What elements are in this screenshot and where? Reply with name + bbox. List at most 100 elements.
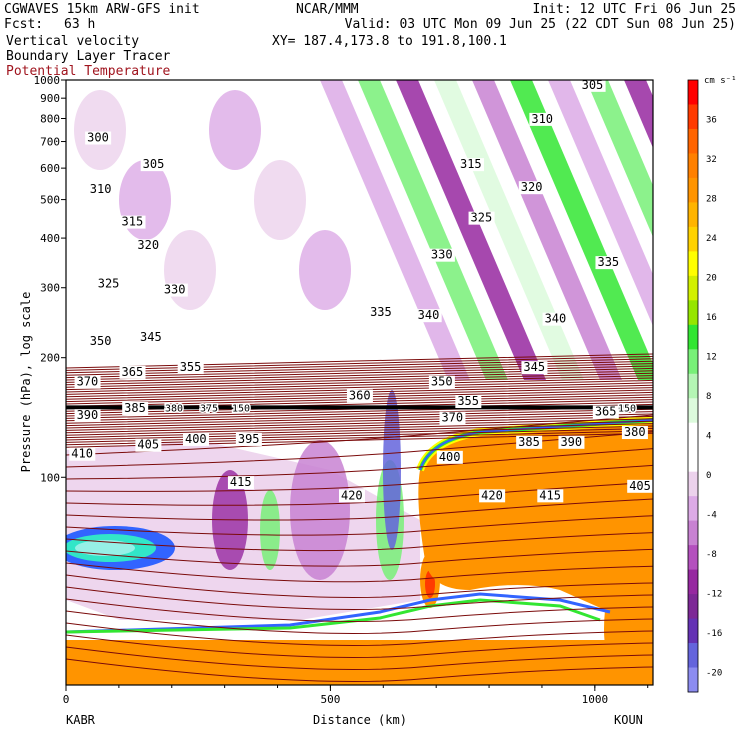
wave-band: [396, 80, 546, 380]
theta-contour: [66, 353, 653, 369]
wave-band: [358, 80, 508, 380]
x-tick-label: 0: [63, 693, 70, 706]
y-tick-label: 1000: [34, 74, 61, 87]
colorbar-label: 36: [706, 115, 717, 125]
theta-label-bg: [95, 277, 122, 291]
theta-label-bg: [455, 395, 482, 409]
theta-label: 380: [624, 425, 646, 439]
endpoint-left: KABR: [66, 713, 96, 727]
theta-label: 415: [539, 488, 561, 502]
theta-label: 400: [439, 450, 461, 464]
theta-label-bg: [457, 158, 484, 172]
colorbar-label: 32: [706, 155, 717, 165]
theta-label-bg: [227, 476, 254, 490]
theta-contour: [66, 408, 653, 424]
theta-contour: [66, 622, 653, 646]
theta-label-bg: [368, 305, 395, 319]
colorbar-swatch: [688, 594, 698, 620]
theta-label-bg: [595, 256, 622, 270]
theta-label: 370: [77, 375, 99, 389]
theta-contour: [66, 370, 653, 386]
theta-label: 365: [595, 405, 617, 419]
theta-contour: [66, 423, 653, 439]
wave-cell: [254, 160, 306, 240]
theta-contour: [66, 377, 653, 393]
downdraft-cell: [290, 440, 350, 580]
theta-contour: [66, 360, 653, 376]
theta-label-bg: [415, 309, 442, 323]
tropopause-label-halo: 150: [618, 403, 636, 414]
theta-label: 400: [185, 432, 207, 446]
theta-label-bg: [161, 283, 188, 297]
colorbar-label: -20: [706, 668, 722, 678]
colorbar-label: 0: [706, 471, 711, 481]
theta-contour: [66, 418, 653, 434]
colorbar-swatch: [688, 667, 698, 693]
theta-label-bg: [235, 432, 262, 446]
theta-label: 310: [531, 112, 553, 126]
colorbar-label: 8: [706, 392, 711, 402]
theta-label: 390: [77, 408, 99, 422]
theta-label-bg: [542, 312, 569, 326]
colorbar-label: -4: [706, 510, 717, 520]
theta-label-bg: [428, 375, 455, 389]
theta-contour: [66, 391, 653, 407]
wave-band: [434, 80, 584, 380]
theta-label: 365: [122, 365, 144, 379]
tropopause-label: 150: [232, 403, 250, 414]
colorbar-swatch: [688, 545, 698, 571]
theta-label-bg: [521, 361, 548, 375]
colorbar-swatch: [688, 496, 698, 522]
theta-label-bg: [627, 479, 654, 493]
x-axis-title: Distance (km): [313, 713, 407, 727]
tropopause-label-halo: 380: [165, 403, 183, 414]
theta-label-bg: [479, 489, 506, 503]
colorbar-swatch: [688, 618, 698, 644]
theta-label-bg: [516, 435, 543, 449]
theta-label-bg: [621, 426, 648, 440]
theta-label-bg: [119, 365, 146, 379]
theta-label-bg: [135, 438, 162, 452]
colorbar-label: 12: [706, 352, 717, 362]
updraft-core: [425, 570, 435, 598]
theta-label: 405: [629, 479, 651, 493]
theta-contour: [66, 382, 653, 398]
theta-contour: [66, 634, 653, 658]
y-tick-label: 300: [40, 282, 60, 295]
theta-contour: [66, 358, 653, 374]
theta-contour: [66, 379, 653, 395]
wave-band: [472, 80, 622, 380]
theta-label: 420: [341, 488, 363, 502]
colorbar-swatch: [688, 226, 698, 252]
theta-label: 315: [460, 157, 482, 171]
theta-label-bg: [87, 335, 114, 349]
tropopause-label-halo: 375: [200, 403, 218, 414]
y-tick-label: 500: [40, 194, 60, 207]
theta-label: 335: [597, 255, 619, 269]
theta-label: 350: [90, 334, 112, 348]
wave-cell: [164, 230, 216, 310]
theta-label: 305: [582, 78, 604, 92]
theta-contour: [66, 498, 653, 521]
colorbar-label: 24: [706, 234, 717, 244]
cross-section-endpoints: XY= 187.4,173.8 to 191.8,100.1: [272, 34, 507, 49]
theta-contour: [66, 610, 653, 634]
colorbar-swatch: [688, 202, 698, 228]
theta-contour: [66, 548, 653, 567]
theta-label-bg: [74, 375, 101, 389]
theta-contour: [66, 532, 653, 552]
theta-contour: [66, 574, 653, 598]
tracer-surface: [66, 640, 653, 685]
colorbar-label: 4: [706, 431, 711, 441]
theta-label: 390: [560, 435, 582, 449]
colorbar-label: -12: [706, 589, 722, 599]
theta-contour: [66, 372, 653, 388]
y-tick-label: 200: [40, 352, 60, 365]
center-label: NCAR/MMM: [296, 2, 359, 17]
theta-label: 325: [98, 277, 120, 291]
theta-label: 360: [349, 388, 371, 402]
colorbar-swatch: [688, 422, 698, 448]
theta-label-bg: [119, 215, 146, 229]
y-tick-label: 400: [40, 232, 60, 245]
